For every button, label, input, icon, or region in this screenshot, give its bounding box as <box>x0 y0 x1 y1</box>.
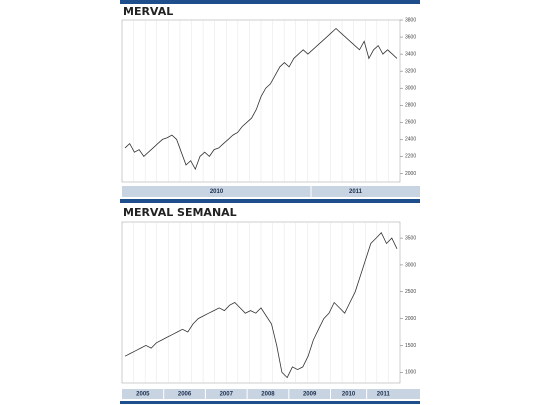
y-tick-label: 2600 <box>405 120 416 126</box>
period-label: 2005 <box>136 392 150 398</box>
y-tick-label: 3200 <box>405 68 416 74</box>
period-strip <box>122 186 420 197</box>
y-tick-label: 3000 <box>405 86 416 92</box>
chart-title: MERVAL SEMANAL <box>123 206 237 219</box>
y-tick-label: 2400 <box>405 137 416 143</box>
period-label: 2011 <box>349 189 363 195</box>
y-tick-label: 3800 <box>405 17 416 23</box>
chart-title: MERVAL <box>123 5 173 18</box>
header-bar <box>120 199 420 203</box>
period-strip <box>122 389 420 399</box>
y-tick-label: 1000 <box>405 370 416 376</box>
y-tick-label: 2000 <box>405 171 416 177</box>
y-tick-label: 3000 <box>405 262 416 268</box>
footer-bar <box>120 401 420 404</box>
period-label: 2007 <box>220 392 234 398</box>
header-bar <box>120 0 420 4</box>
period-label: 2006 <box>178 392 192 398</box>
y-tick-label: 2000 <box>405 316 416 322</box>
price-line <box>124 232 398 379</box>
period-label: 2010 <box>210 189 224 195</box>
period-label: 2009 <box>303 392 317 398</box>
period-label: 2010 <box>342 392 356 398</box>
y-tick-label: 3400 <box>405 51 416 57</box>
y-tick-label: 2800 <box>405 103 416 109</box>
y-tick-label: 3600 <box>405 34 416 40</box>
y-tick-label: 3500 <box>405 235 416 241</box>
period-label: 2008 <box>261 392 275 398</box>
y-tick-label: 2500 <box>405 289 416 295</box>
period-label: 2011 <box>377 392 391 398</box>
price-line <box>124 27 398 171</box>
y-tick-label: 2200 <box>405 154 416 160</box>
y-tick-label: 1500 <box>405 343 416 349</box>
